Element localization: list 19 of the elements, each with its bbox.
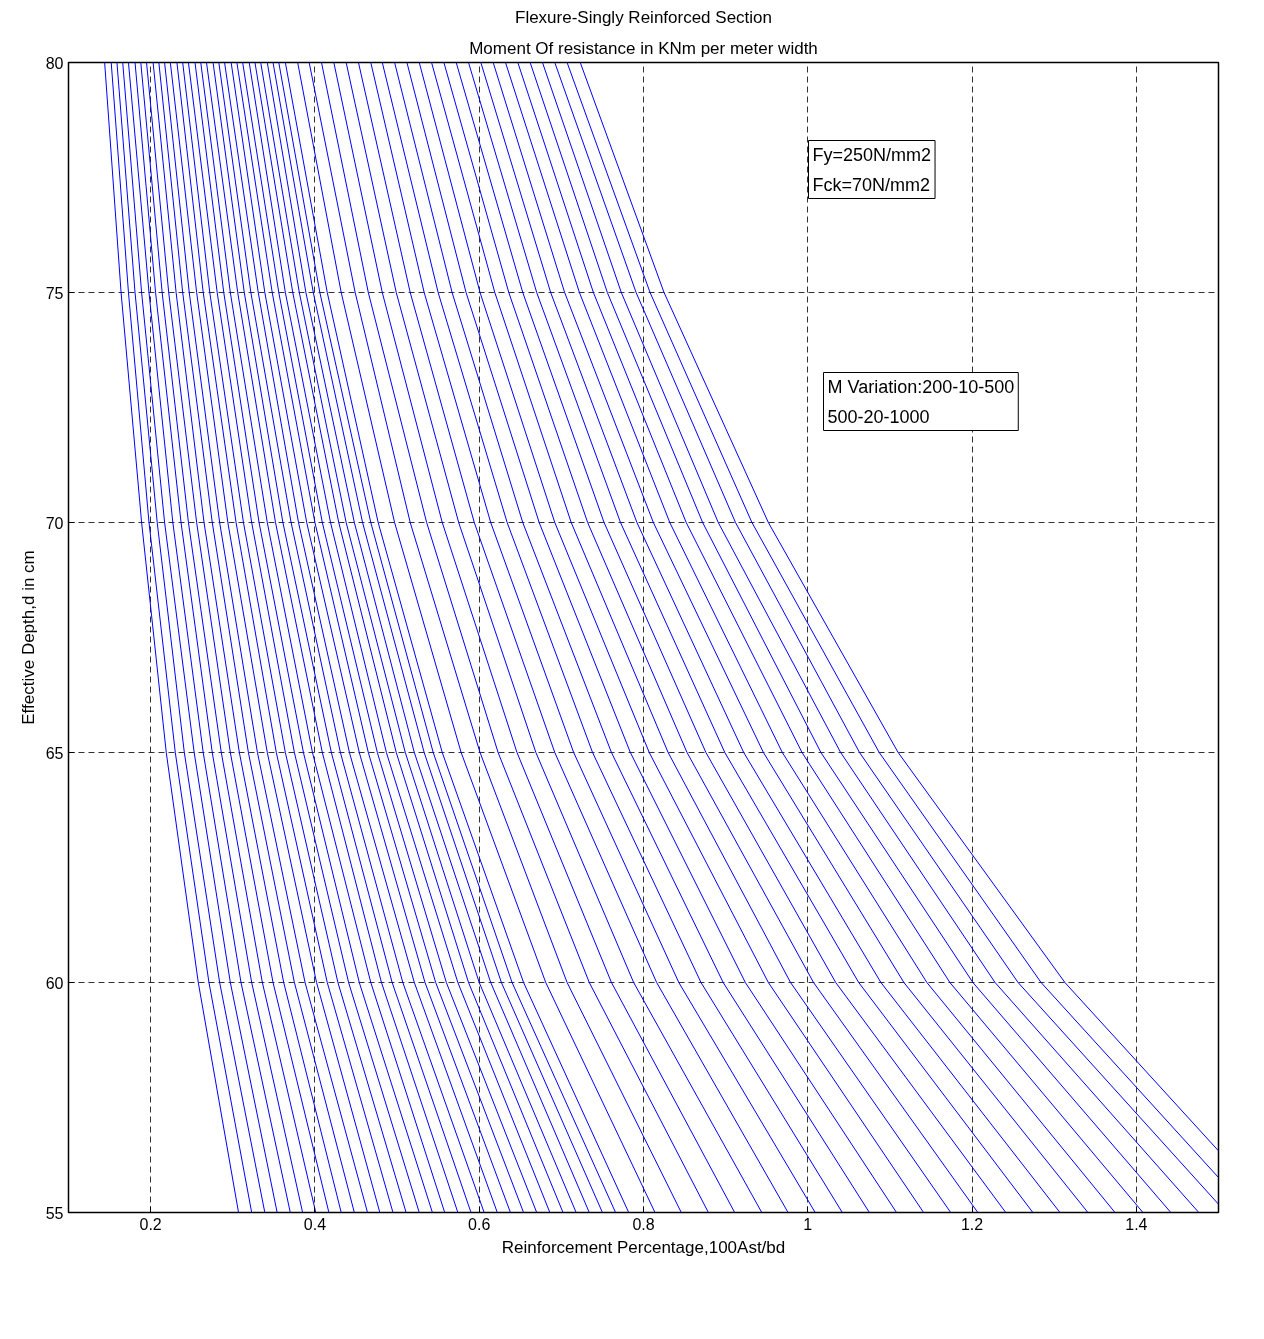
x-tick-label: 1.2 bbox=[960, 1215, 984, 1233]
x-tick-label: 0.4 bbox=[303, 1215, 327, 1233]
y-tick-label: 70 bbox=[45, 514, 64, 532]
x-tick-label: 1.4 bbox=[1125, 1215, 1148, 1233]
chart-title: Flexure-Singly Reinforced Section bbox=[515, 7, 773, 27]
x-tick-label: 0.2 bbox=[139, 1215, 162, 1233]
y-tick-label: 55 bbox=[45, 1204, 64, 1222]
annotation: Fy=250N/mm2 Fck=70N/mm2 bbox=[812, 144, 932, 195]
x-tick-label: 0.8 bbox=[632, 1215, 655, 1233]
y-tick-label: 80 bbox=[45, 54, 64, 72]
y-tick-label: 60 bbox=[45, 974, 64, 992]
x-axis-title: Reinforcement Percentage,100Ast/bd bbox=[501, 1237, 786, 1257]
y-tick-label: 65 bbox=[45, 744, 64, 762]
x-tick-label: 0.6 bbox=[468, 1215, 491, 1233]
y-tick-label: 75 bbox=[45, 284, 64, 302]
x-tick-label: 1 bbox=[803, 1215, 813, 1233]
y-axis-title: Effective Depth,d in cm bbox=[18, 550, 38, 725]
chart-subtitle: Moment Of resistance in KNm per meter width bbox=[469, 38, 818, 58]
annotation: M Variation:200-10-500 500-20-1000 bbox=[827, 376, 1015, 427]
